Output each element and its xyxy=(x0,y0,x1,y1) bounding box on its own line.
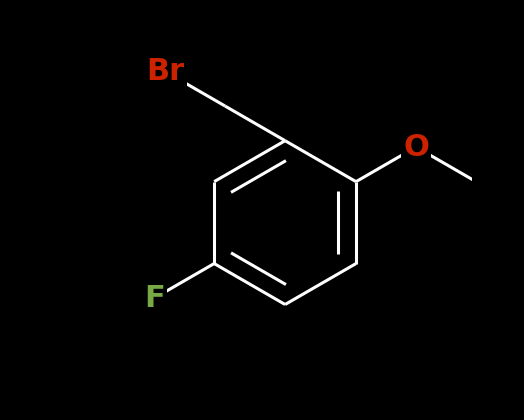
Text: F: F xyxy=(144,284,165,313)
Text: Br: Br xyxy=(146,57,184,86)
Text: O: O xyxy=(403,132,429,162)
